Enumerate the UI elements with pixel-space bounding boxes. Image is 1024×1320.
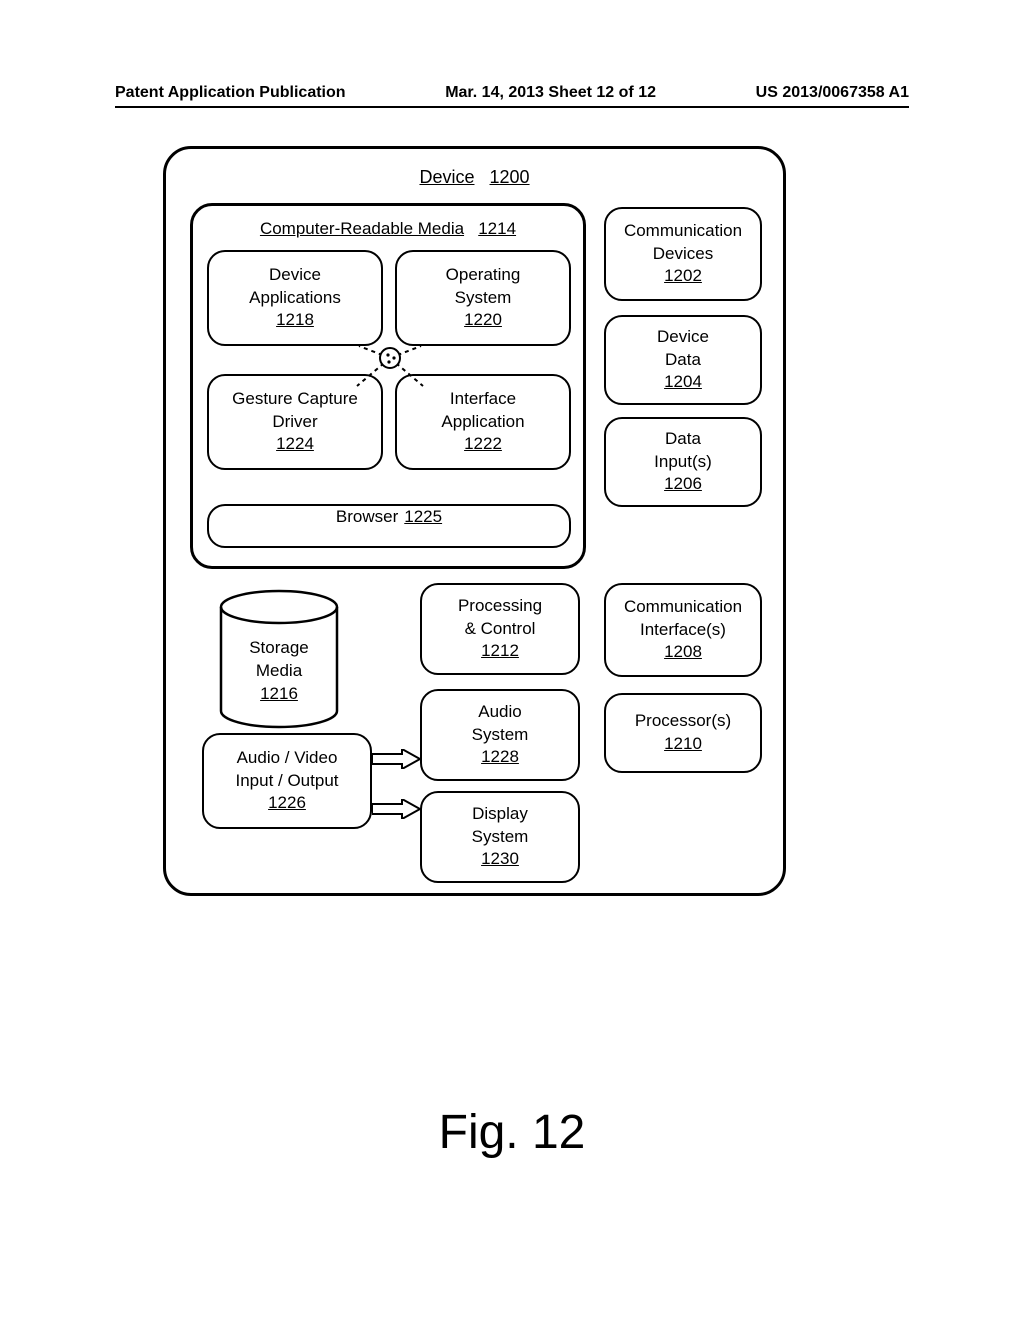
l2: System	[422, 826, 578, 849]
device-data-block: Device Data 1204	[604, 315, 762, 405]
header-right: US 2013/0067358 A1	[756, 84, 909, 102]
device-label: Device	[419, 167, 474, 187]
l2: Interface(s)	[606, 619, 760, 642]
processing-control-block: Processing & Control 1212	[420, 583, 580, 675]
device-num: 1200	[490, 167, 530, 187]
av-io-block: Audio / Video Input / Output 1226	[202, 733, 372, 829]
num: 1208	[606, 641, 760, 664]
num: 1216	[260, 684, 298, 703]
l1: Browser	[336, 506, 398, 546]
num: 1225	[404, 506, 442, 546]
l2: Media	[256, 661, 302, 680]
num: 1206	[606, 473, 760, 496]
num: 1210	[606, 733, 760, 756]
l1: Processor(s)	[606, 710, 760, 733]
num: 1202	[606, 265, 760, 288]
l1: Storage	[249, 638, 309, 657]
device-title: Device 1200	[166, 167, 783, 188]
communication-devices-block: Communication Devices 1202	[604, 207, 762, 301]
page-header: Patent Application Publication Mar. 14, …	[115, 84, 909, 108]
l1: Communication	[606, 220, 760, 243]
arrow-to-display-icon	[372, 799, 422, 819]
l2: System	[422, 724, 578, 747]
data-inputs-block: Data Input(s) 1206	[604, 417, 762, 507]
arrow-to-audio-icon	[372, 749, 422, 769]
num: 1204	[606, 371, 760, 394]
l1: Audio	[422, 701, 578, 724]
crm-block: Computer-Readable Media 1214 Device Appl…	[190, 203, 586, 569]
l2: & Control	[422, 618, 578, 641]
browser-block: Browser 1225	[207, 504, 571, 548]
l2: Input(s)	[606, 451, 760, 474]
processors-block: Processor(s) 1210	[604, 693, 762, 773]
l1: Device	[606, 326, 760, 349]
l1: Audio / Video	[204, 747, 370, 770]
display-system-block: Display System 1230	[420, 791, 580, 883]
header-left: Patent Application Publication	[115, 84, 346, 102]
l1: Data	[606, 428, 760, 451]
num: 1212	[422, 640, 578, 663]
page: Patent Application Publication Mar. 14, …	[0, 0, 1024, 1320]
storage-media-cylinder: Storage Media 1216	[218, 589, 340, 729]
num: 1226	[204, 792, 370, 815]
l2: Input / Output	[204, 770, 370, 793]
l1: Processing	[422, 595, 578, 618]
header-mid: Mar. 14, 2013 Sheet 12 of 12	[445, 84, 656, 102]
device-block: Device 1200 Computer-Readable Media 1214…	[163, 146, 786, 896]
l1: Communication	[606, 596, 760, 619]
l2: Devices	[606, 243, 760, 266]
communication-interfaces-block: Communication Interface(s) 1208	[604, 583, 762, 677]
num: 1230	[422, 848, 578, 871]
num: 1228	[422, 746, 578, 769]
figure-caption: Fig. 12	[0, 1105, 1024, 1160]
audio-system-block: Audio System 1228	[420, 689, 580, 781]
dashed-connector-icon	[193, 206, 589, 506]
l1: Display	[422, 803, 578, 826]
l2: Data	[606, 349, 760, 372]
